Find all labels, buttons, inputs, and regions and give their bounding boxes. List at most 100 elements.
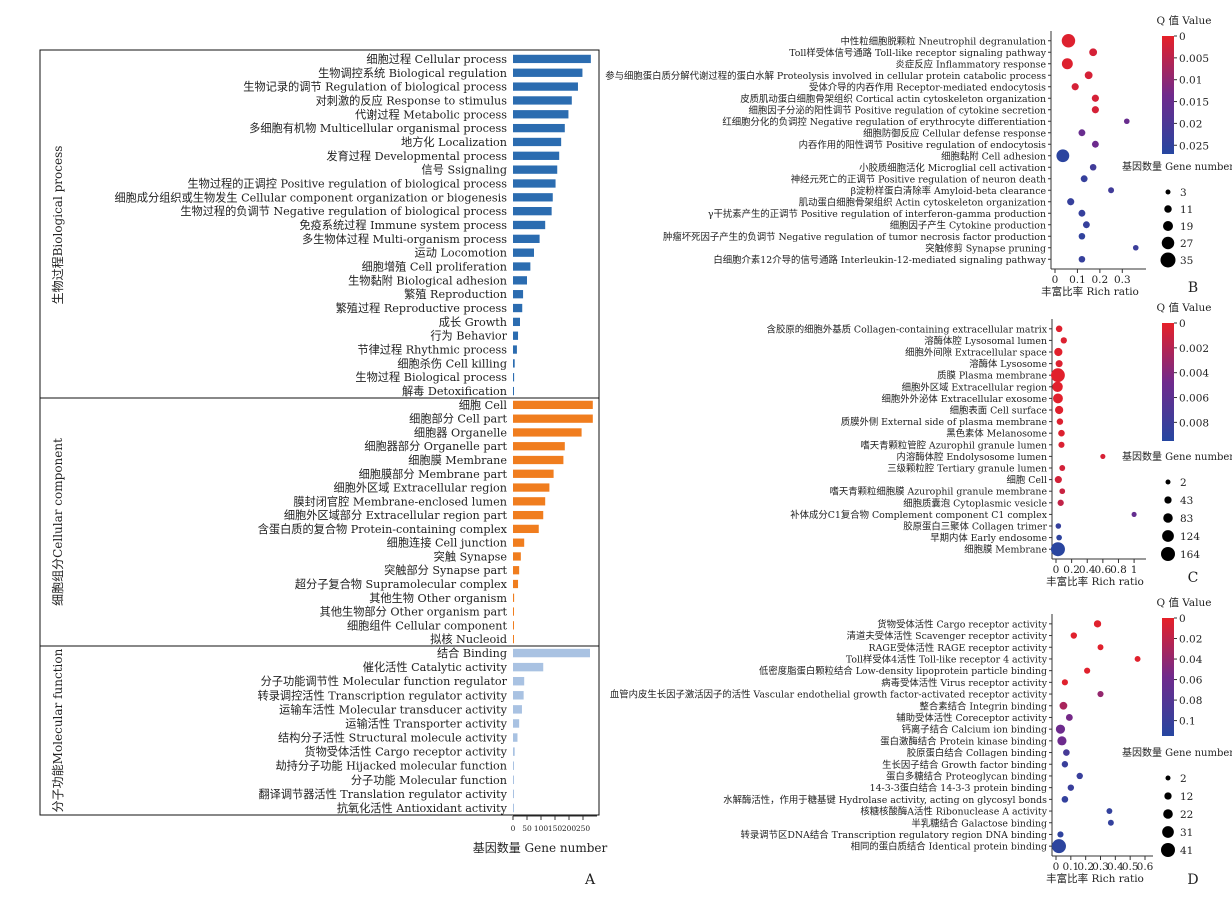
panel-d-size-legend-dot bbox=[1162, 826, 1174, 838]
panel-a-bar bbox=[513, 442, 565, 451]
panel-a-category-label: 细胞外区域部分 Extracellular region part bbox=[284, 508, 508, 522]
panel-a-category-label: 地方化 Localization bbox=[401, 135, 507, 149]
panel-a-bar bbox=[513, 579, 519, 589]
panel-b-term-label: 小胶质细胞活化 Microglial cell activation bbox=[859, 162, 1046, 174]
panel-c-dot bbox=[1057, 499, 1064, 506]
panel-c-term-label: 三级颗粒腔 Tertiary granule lumen bbox=[887, 463, 1047, 475]
panel-a-bar bbox=[513, 775, 514, 785]
panel-b-dot bbox=[1071, 83, 1079, 91]
panel-d-size-legend-label: 12 bbox=[1180, 791, 1193, 803]
panel-a-category-label: 繁殖 Reproduction bbox=[404, 287, 507, 301]
panel-c-term-label: 补体成分C1复合物 Complement component C1 comple… bbox=[790, 509, 1047, 521]
panel-a-bar bbox=[513, 373, 515, 382]
panel-a-category-label: 信号 Ssignaling bbox=[422, 164, 507, 177]
panel-a-bar bbox=[513, 345, 517, 354]
panel-a-x-tick-label: 250 bbox=[576, 824, 591, 833]
panel-d-color-legend-title: Q 值 Value bbox=[1157, 596, 1212, 609]
panel-d-size-legend-title: 基因数量 Gene number bbox=[1122, 746, 1232, 759]
panel-d-color-tick-label: 0.02 bbox=[1179, 634, 1202, 646]
panel-c-letter: C bbox=[1188, 570, 1199, 586]
panel-c-dot bbox=[1131, 511, 1137, 517]
panel-d-x-tick-label: 0.4 bbox=[1107, 861, 1124, 873]
panel-b-dot bbox=[1082, 221, 1090, 229]
panel-a-category-label: 生物过程 Biological process bbox=[355, 370, 507, 384]
panel-a-category-label: 繁殖过程 Reproductive process bbox=[336, 301, 508, 315]
panel-a-category-label: 多细胞有机物 Multicellular organismal process bbox=[249, 121, 507, 135]
panel-c-term-label: 溶酶体腔 Lysosomal lumen bbox=[924, 335, 1047, 347]
panel-a-bar bbox=[513, 220, 546, 230]
panel-c-term-label: 黑色素体 Melanosome bbox=[946, 428, 1047, 440]
panel-d-term-label: Toll样受体4活性 Toll-like receptor 4 activity bbox=[846, 653, 1048, 665]
panel-d-color-tick-label: 0.06 bbox=[1179, 675, 1203, 687]
panel-c-dot bbox=[1059, 488, 1066, 495]
panel-a-category-label: 翻译调节器活性 Translation regulator activity bbox=[258, 787, 507, 801]
panel-a-group-label: 生物过程Biological process bbox=[50, 146, 65, 305]
panel-a-x-tick-label: 0 bbox=[511, 824, 516, 833]
panel-c-term-label: 质膜 Plasma membrane bbox=[937, 370, 1047, 382]
panel-a-category-label: 其他生物部分 Other organism part bbox=[320, 605, 508, 619]
panel-c-dot bbox=[1059, 465, 1066, 471]
panel-a-bar bbox=[513, 137, 562, 147]
panel-d-dot bbox=[1055, 724, 1066, 734]
panel-a-bar bbox=[513, 607, 514, 616]
panel-b-color-bar bbox=[1162, 36, 1174, 154]
panel-d-color-tick-label: 0.04 bbox=[1179, 654, 1203, 666]
panel-b-size-legend-label: 27 bbox=[1180, 238, 1193, 250]
panel-b-size-legend-label: 19 bbox=[1180, 221, 1193, 233]
panel-a-bar bbox=[513, 676, 525, 686]
panel-b-color-tick-label: 0.005 bbox=[1179, 53, 1209, 65]
panel-a-bar bbox=[513, 662, 544, 672]
panel-d-x-axis-title: 丰富比率 Rich ratio bbox=[1046, 872, 1144, 885]
panel-b-color-tick-label: 0.02 bbox=[1179, 118, 1202, 130]
panel-d-size-legend-label: 31 bbox=[1180, 827, 1193, 839]
panel-b-dot bbox=[1091, 106, 1099, 114]
panel-b-term-label: γ干扰素产生的正调节 Positive regulation of interf… bbox=[708, 208, 1046, 220]
panel-b-dot bbox=[1089, 48, 1098, 57]
panel-d-dot bbox=[1097, 644, 1104, 651]
panel-b-dot bbox=[1091, 94, 1099, 102]
panel-b-term-label: 肌动蛋白细胞骨架组织 Actin cytoskeleton organizati… bbox=[799, 196, 1046, 208]
panel-d-term-label: 病毒受体活性 Virus receptor activity bbox=[881, 677, 1048, 689]
panel-c-term-label: 细胞 Cell bbox=[1007, 474, 1047, 486]
panel-b-size-legend-dot bbox=[1165, 189, 1171, 195]
panel-a-bar bbox=[513, 303, 523, 313]
panel-d-term-label: 半乳糖结合 Galactose binding bbox=[911, 817, 1047, 829]
panel-d-size-legend-dot bbox=[1163, 809, 1173, 819]
panel-a-category-label: 超分子复合物 Supramolecular complex bbox=[295, 577, 508, 591]
panel-a-bar bbox=[513, 428, 582, 437]
panel-c-term-label: 细胞外外泌体 Extracellular exosome bbox=[882, 393, 1048, 405]
panel-a-bar bbox=[513, 497, 546, 506]
panel-a-bar bbox=[513, 552, 521, 561]
panel-c-term-label: 溶酶体 Lysosome bbox=[969, 358, 1047, 370]
panel-a-category-label: 货物受体活性 Cargo receptor activity bbox=[304, 745, 507, 759]
panel-a-category-label: 结合 Binding bbox=[437, 646, 507, 660]
panel-c-term-label: 细胞质囊泡 Cytoplasmic vesicle bbox=[903, 497, 1047, 509]
panel-c-size-legend-dot bbox=[1162, 530, 1174, 542]
panel-c-color-legend-title: Q 值 Value bbox=[1157, 301, 1212, 314]
panel-d-dot bbox=[1076, 772, 1083, 780]
panel-b-color-tick-label: 0.015 bbox=[1179, 97, 1209, 109]
panel-c-dot bbox=[1055, 325, 1063, 333]
panel-d-dot bbox=[1057, 831, 1064, 838]
panel-c-color-tick-label: 0.002 bbox=[1179, 343, 1209, 355]
panel-c-color-tick-label: 0.004 bbox=[1179, 368, 1209, 380]
panel-c-dot bbox=[1053, 393, 1063, 404]
panel-a-bar bbox=[513, 414, 593, 423]
panel-b-term-label: 红细胞分化的负调控 Negative regulation of erythro… bbox=[722, 116, 1046, 128]
panel-c-dot bbox=[1054, 476, 1062, 484]
panel-a-bar bbox=[513, 359, 515, 368]
panel-c-size-legend-dot bbox=[1164, 496, 1172, 504]
panel-a-bar bbox=[513, 719, 520, 728]
panel-d-term-label: 相同的蛋白质结合 Identical protein binding bbox=[851, 841, 1047, 853]
panel-a-bar bbox=[513, 68, 583, 77]
panel-c-dot bbox=[1058, 441, 1065, 448]
panel-b-size-legend-dot bbox=[1161, 236, 1175, 250]
panel-d-dot bbox=[1057, 736, 1067, 746]
panel-b-color-legend-title: Q 值 Value bbox=[1157, 14, 1212, 27]
panel-a-bar bbox=[513, 110, 569, 119]
panel-a-bar bbox=[513, 151, 560, 160]
panel-d-size-legend-dot bbox=[1165, 775, 1171, 781]
panel-a-bar bbox=[513, 179, 556, 188]
panel-c-x-tick-label: 1 bbox=[1131, 564, 1138, 576]
panel-d-term-label: 水解酶活性，作用于糖基键 Hydrolase activity, acting … bbox=[723, 794, 1047, 806]
